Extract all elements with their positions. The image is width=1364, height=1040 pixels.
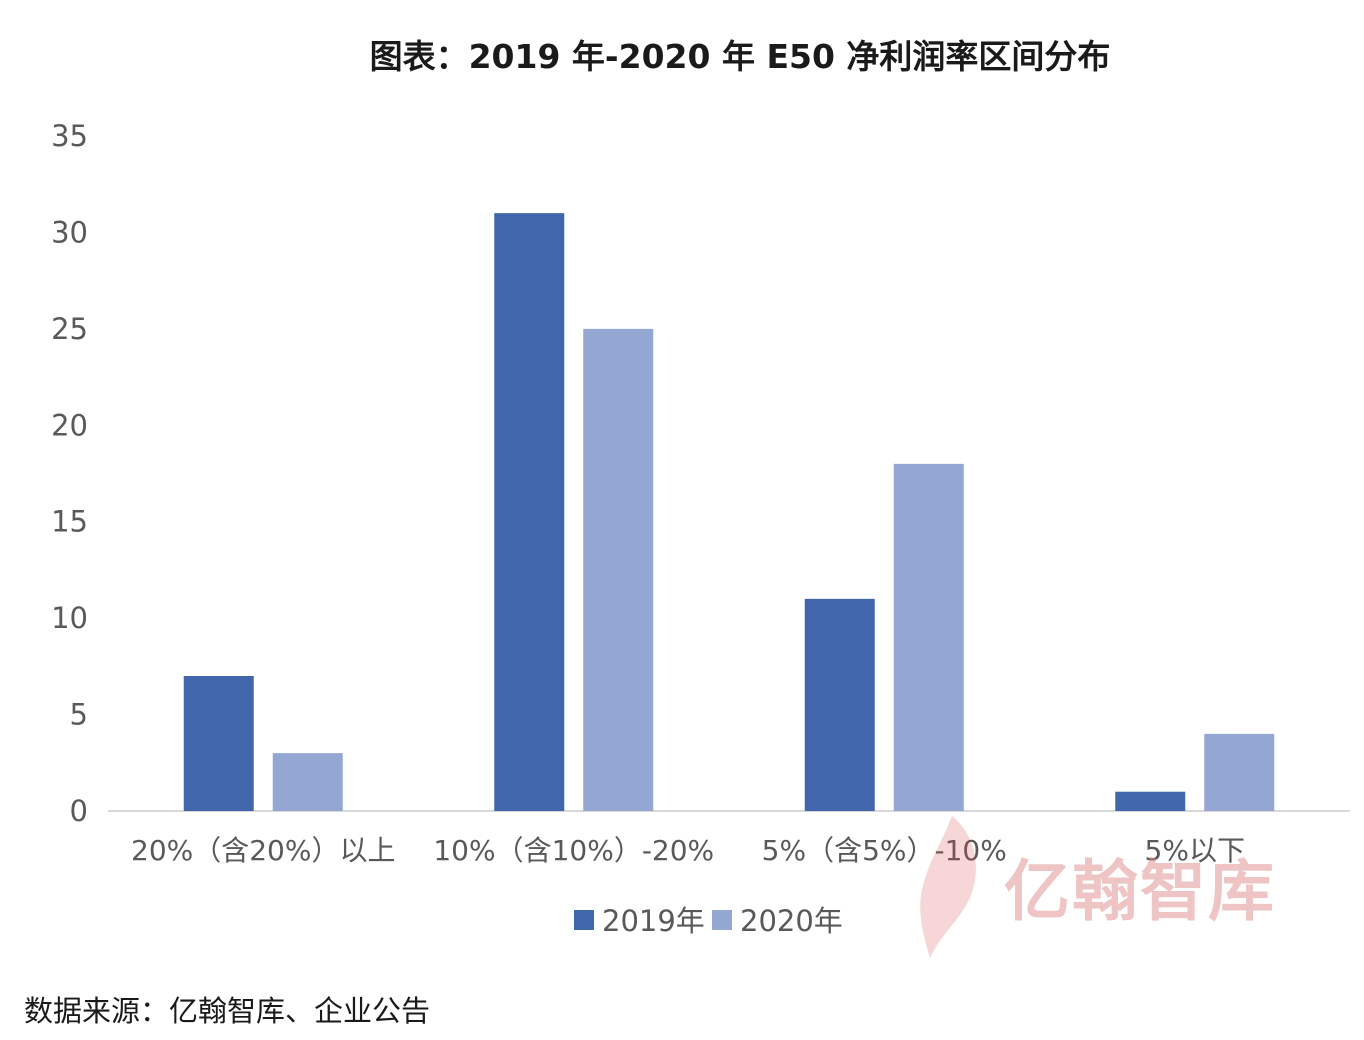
bar-2020年-1: [583, 328, 654, 811]
bar-2020年-2: [893, 463, 964, 811]
y-tick-label: 35: [51, 119, 88, 153]
legend-label-2019年: 2019年: [602, 904, 705, 938]
bar-2020年-0: [272, 753, 343, 811]
y-tick-label: 20: [51, 408, 88, 442]
y-tick-label: 15: [51, 505, 88, 539]
x-category-label: 5%（含5%）-10%: [762, 834, 1007, 867]
x-category-label: 5%以下: [1145, 834, 1245, 867]
category-labels: 20%（含20%）以上 10%（含10%）-20% 5%（含5%）-10% 5%以下: [131, 834, 1245, 867]
bar-2019年-1: [494, 213, 565, 812]
legend-swatch-2020年: [712, 910, 732, 930]
bars: [183, 213, 1275, 812]
chart-title: 图表：2019 年-2020 年 E50 净利润率区间分布: [369, 37, 1111, 76]
bar-2019年-3: [1115, 791, 1186, 811]
source-note: 数据来源：亿翰智库、企业公告: [24, 994, 431, 1028]
y-axis-tick-labels: 0 5 10 15 20 25 30 35: [51, 119, 88, 828]
legend: 2019年 2020年: [574, 904, 843, 938]
y-tick-label: 10: [51, 601, 88, 635]
y-tick-label: 5: [70, 698, 88, 732]
y-tick-label: 0: [70, 794, 88, 828]
legend-swatch-2019年: [574, 910, 594, 930]
x-category-label: 10%（含10%）-20%: [433, 834, 714, 867]
y-tick-label: 30: [51, 215, 88, 249]
y-tick-label: 25: [51, 312, 88, 346]
legend-label-2020年: 2020年: [740, 904, 843, 938]
x-category-label: 20%（含20%）以上: [131, 834, 395, 867]
bar-2020年-3: [1204, 733, 1275, 811]
bar-2019年-0: [183, 676, 254, 811]
bar-2019年-2: [804, 598, 875, 811]
